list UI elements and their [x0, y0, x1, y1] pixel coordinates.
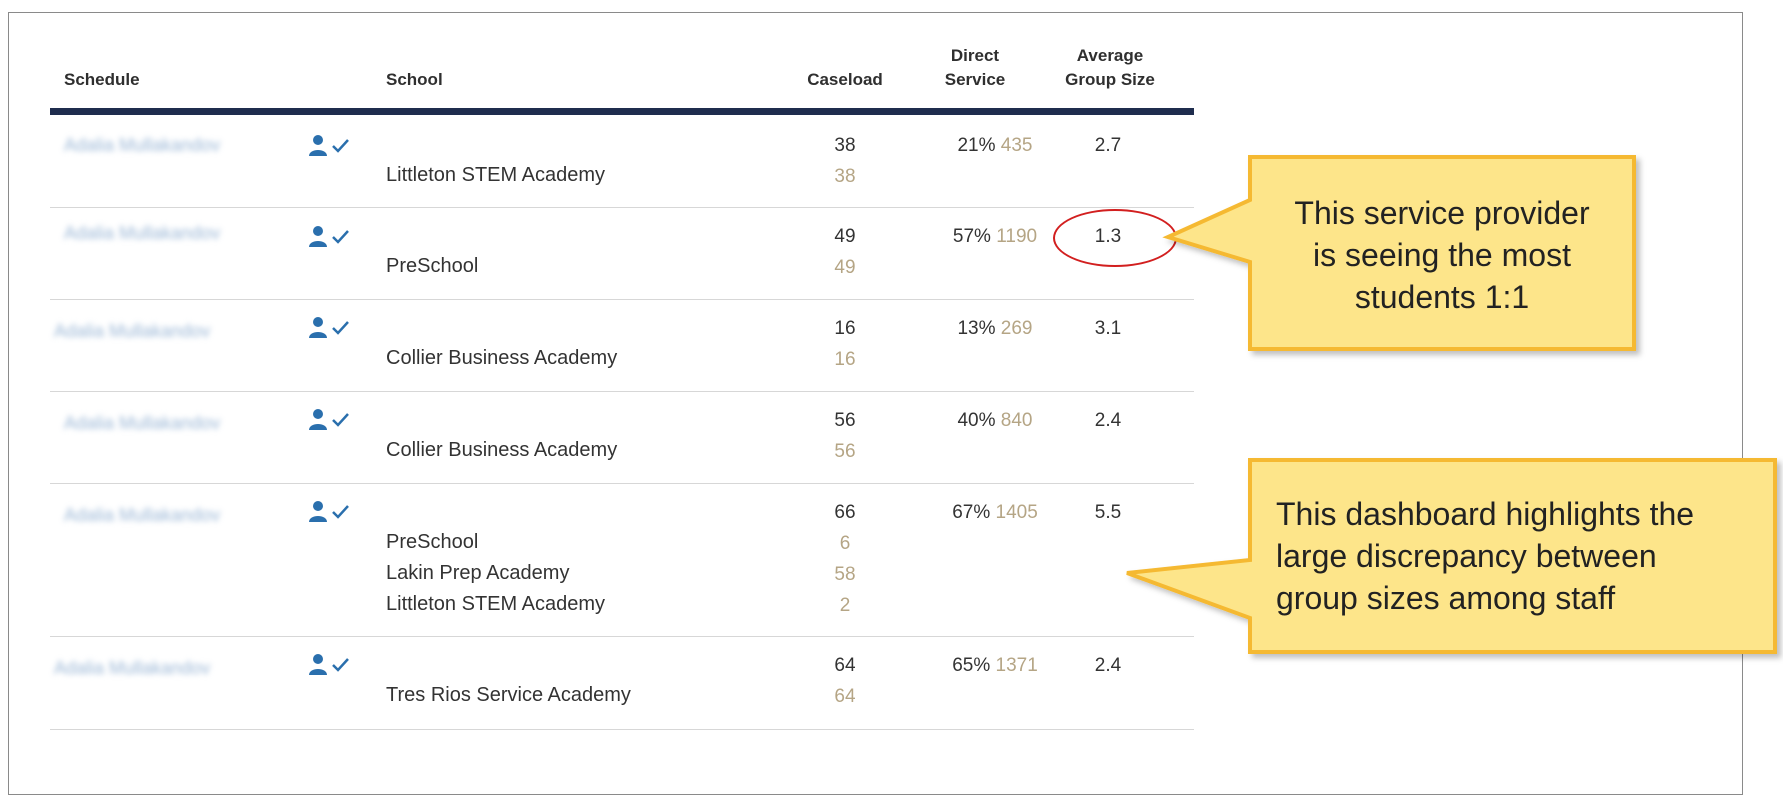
callout-bottom-shape: [1126, 458, 1777, 654]
caseload-total: 66: [834, 502, 856, 523]
callout-bottom-line: This dashboard highlights the: [1276, 496, 1695, 532]
average-group-size: 2.4: [1094, 655, 1122, 676]
person-check-icon[interactable]: [308, 500, 354, 524]
school-name: PreSchool: [386, 531, 479, 553]
person-check-icon[interactable]: [308, 134, 354, 158]
average-group-size: 2.4: [1094, 410, 1122, 431]
col-header-direct-service[interactable]: Direct Service: [920, 44, 1030, 92]
caseload-by-school: 64: [834, 686, 856, 707]
direct-service-percent: 40%: [957, 410, 996, 431]
col-header-average-group-size[interactable]: Average Group Size: [1045, 44, 1175, 92]
direct-service-cell: 40% 840: [920, 405, 1070, 436]
callout-bottom: This dashboard highlights the large disc…: [1276, 493, 1766, 619]
person-check-icon[interactable]: [308, 408, 354, 432]
callout-bottom-line: large discrepancy between: [1276, 538, 1657, 574]
direct-service-minutes: 435: [1000, 135, 1033, 156]
callout-top-shape: [1162, 155, 1636, 351]
provider-name[interactable]: Adalia Mullakandov: [64, 135, 221, 155]
table-row[interactable]: Adalia Mullakandov Tres Rios Service Aca…: [50, 636, 1194, 730]
caseload-by-school: 58: [834, 564, 856, 585]
caseload-total: 56: [834, 410, 856, 431]
school-name: PreSchool: [386, 255, 479, 277]
caseload-by-school: 56: [834, 441, 856, 462]
header-rule: [50, 108, 1194, 115]
caseload-cell: 64 64: [810, 650, 880, 712]
caseload-cell: 49 49: [810, 221, 880, 283]
caseload-by-school: 2: [839, 595, 851, 616]
caseload-by-school: 16: [834, 349, 856, 370]
callout-bottom-line: group sizes among staff: [1276, 580, 1616, 616]
col-header-direct-service-line1: Direct: [950, 46, 1000, 65]
table-row[interactable]: Adalia Mullakandov Collier Business Acad…: [50, 299, 1194, 392]
school-list: PreSchool Lakin Prep Academy Littleton S…: [386, 527, 605, 620]
col-header-school[interactable]: School: [386, 70, 443, 89]
school-name: Collier Business Academy: [386, 439, 618, 461]
direct-service-cell: 57% 1190: [920, 221, 1070, 252]
direct-service-percent: 57%: [952, 226, 991, 247]
table-row[interactable]: Adalia Mullakandov PreSchool 49 49 57% 1…: [50, 207, 1194, 300]
provider-name[interactable]: Adalia Mullakandov: [54, 321, 211, 341]
table-row[interactable]: Adalia Mullakandov Littleton STEM Academ…: [50, 115, 1194, 208]
school-name: Littleton STEM Academy: [386, 164, 605, 186]
table-row[interactable]: Adalia Mullakandov PreSchool Lakin Prep …: [50, 483, 1194, 637]
callout-top: This service provider is seeing the most…: [1250, 192, 1634, 318]
direct-service-minutes: 1371: [995, 655, 1038, 676]
direct-service-cell: 21% 435: [920, 130, 1070, 161]
direct-service-minutes: 1405: [995, 502, 1038, 523]
col-header-schedule[interactable]: Schedule: [64, 70, 140, 89]
callout-top-line: is seeing the most: [1313, 237, 1571, 273]
provider-name[interactable]: Adalia Mullakandov: [64, 223, 221, 243]
provider-name[interactable]: Adalia Mullakandov: [54, 658, 211, 678]
direct-service-minutes: 269: [1000, 318, 1033, 339]
callout-top-line: students 1:1: [1354, 279, 1530, 315]
direct-service-percent: 67%: [952, 502, 991, 523]
provider-name[interactable]: Adalia Mullakandov: [64, 505, 221, 525]
col-header-caseload[interactable]: Caseload: [807, 70, 883, 89]
caseload-cell: 56 56: [810, 405, 880, 467]
col-header-direct-service-line2: Service: [944, 70, 1006, 89]
direct-service-cell: 13% 269: [920, 313, 1070, 344]
caseload-total: 16: [834, 318, 856, 339]
direct-service-minutes: 1190: [996, 226, 1038, 247]
average-group-size: 5.5: [1094, 502, 1122, 523]
school-name: Littleton STEM Academy: [386, 593, 605, 615]
direct-service-percent: 65%: [952, 655, 991, 676]
col-header-average-group-size-line1: Average: [1076, 46, 1144, 65]
average-group-size: 3.1: [1094, 318, 1122, 339]
person-check-icon[interactable]: [308, 225, 354, 249]
caseload-cell: 66 6 58 2: [810, 497, 880, 621]
caseload-cell: 16 16: [810, 313, 880, 375]
direct-service-percent: 21%: [957, 135, 996, 156]
col-header-average-group-size-line2: Group Size: [1065, 70, 1155, 89]
direct-service-cell: 65% 1371: [920, 650, 1070, 681]
caseload-total: 38: [834, 135, 856, 156]
average-group-size: 2.7: [1094, 135, 1122, 156]
direct-service-cell: 67% 1405: [920, 497, 1070, 528]
caseload-by-school: 49: [834, 257, 856, 278]
provider-name[interactable]: Adalia Mullakandov: [64, 413, 221, 433]
school-name: Tres Rios Service Academy: [386, 684, 631, 706]
direct-service-minutes: 840: [1000, 410, 1033, 431]
school-name: Collier Business Academy: [386, 347, 618, 369]
school-name: Lakin Prep Academy: [386, 562, 570, 584]
caseload-by-school: 38: [834, 166, 856, 187]
table-row[interactable]: Adalia Mullakandov Collier Business Acad…: [50, 391, 1194, 484]
caseload-cell: 38 38: [810, 130, 880, 192]
person-check-icon[interactable]: [308, 653, 354, 677]
caseload-by-school: 6: [839, 533, 851, 554]
caseload-total: 49: [834, 226, 856, 247]
caseload-total: 64: [834, 655, 856, 676]
callout-top-line: This service provider: [1294, 195, 1590, 231]
dashboard-frame: [8, 12, 1743, 795]
direct-service-percent: 13%: [957, 318, 996, 339]
person-check-icon[interactable]: [308, 316, 354, 340]
